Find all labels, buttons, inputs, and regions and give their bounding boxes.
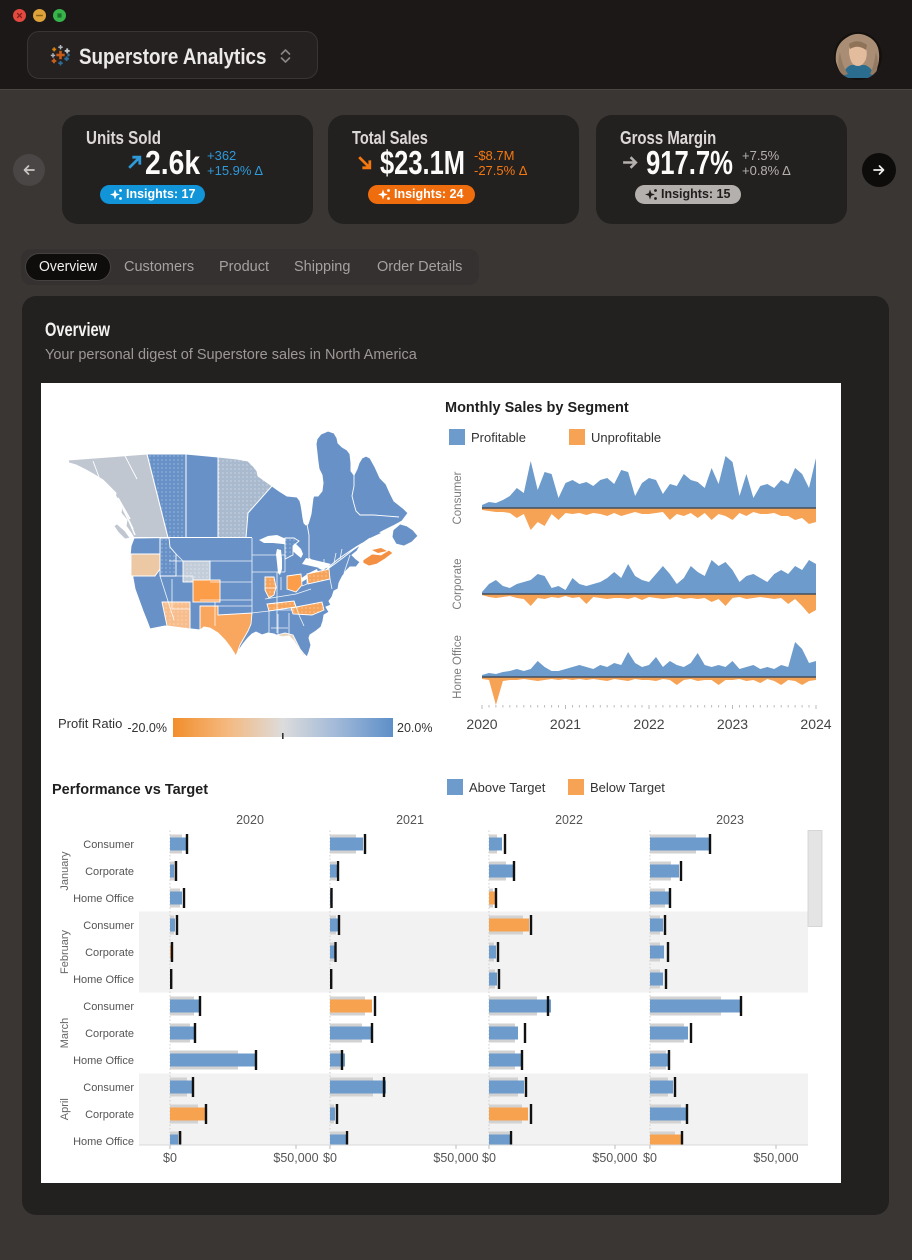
svg-text:Home Office: Home Office bbox=[73, 1055, 134, 1067]
svg-text:Home Office: Home Office bbox=[73, 893, 134, 905]
svg-text:$0: $0 bbox=[323, 1151, 337, 1165]
svg-text:2021: 2021 bbox=[396, 813, 424, 827]
svg-text:Corporate: Corporate bbox=[85, 1028, 134, 1040]
svg-text:Monthly Sales by Segment: Monthly Sales by Segment bbox=[445, 400, 629, 416]
svg-text:20.0%: 20.0% bbox=[397, 721, 432, 735]
svg-text:March: March bbox=[59, 1018, 71, 1049]
svg-text:Home Office: Home Office bbox=[452, 635, 464, 699]
svg-text:$50,000: $50,000 bbox=[753, 1151, 798, 1165]
svg-text:2020: 2020 bbox=[236, 813, 264, 827]
svg-text:Profitable: Profitable bbox=[471, 430, 526, 445]
svg-text:$50,000: $50,000 bbox=[592, 1151, 637, 1165]
svg-text:Corporate: Corporate bbox=[85, 1109, 134, 1121]
svg-text:2022: 2022 bbox=[633, 716, 664, 732]
svg-text:April: April bbox=[59, 1098, 71, 1120]
svg-text:$0: $0 bbox=[482, 1151, 496, 1165]
svg-text:Unprofitable: Unprofitable bbox=[591, 430, 661, 445]
svg-text:2023: 2023 bbox=[717, 716, 748, 732]
svg-text:January: January bbox=[59, 851, 71, 891]
svg-text:Consumer: Consumer bbox=[83, 839, 134, 851]
svg-text:$0: $0 bbox=[643, 1151, 657, 1165]
svg-text:-20.0%: -20.0% bbox=[127, 721, 167, 735]
svg-text:Above Target: Above Target bbox=[469, 780, 546, 795]
svg-text:Home Office: Home Office bbox=[73, 974, 134, 986]
svg-text:Home Office: Home Office bbox=[73, 1136, 134, 1148]
svg-text:2020: 2020 bbox=[466, 716, 497, 732]
svg-text:Corporate: Corporate bbox=[452, 558, 464, 609]
svg-text:Consumer: Consumer bbox=[83, 1082, 134, 1094]
svg-text:2022: 2022 bbox=[555, 813, 583, 827]
svg-text:Corporate: Corporate bbox=[85, 947, 134, 959]
svg-text:$0: $0 bbox=[163, 1151, 177, 1165]
svg-text:Profit Ratio: Profit Ratio bbox=[58, 716, 122, 731]
svg-text:Consumer: Consumer bbox=[452, 471, 464, 524]
svg-text:Consumer: Consumer bbox=[83, 920, 134, 932]
svg-text:2023: 2023 bbox=[716, 813, 744, 827]
svg-text:$50,000: $50,000 bbox=[433, 1151, 478, 1165]
svg-text:$50,000: $50,000 bbox=[273, 1151, 318, 1165]
svg-text:Below Target: Below Target bbox=[590, 780, 665, 795]
svg-text:2024: 2024 bbox=[800, 716, 831, 732]
svg-text:Corporate: Corporate bbox=[85, 866, 134, 878]
svg-text:Performance vs Target: Performance vs Target bbox=[52, 782, 208, 798]
svg-text:2021: 2021 bbox=[550, 716, 581, 732]
svg-text:Consumer: Consumer bbox=[83, 1001, 134, 1013]
svg-text:February: February bbox=[59, 929, 71, 974]
